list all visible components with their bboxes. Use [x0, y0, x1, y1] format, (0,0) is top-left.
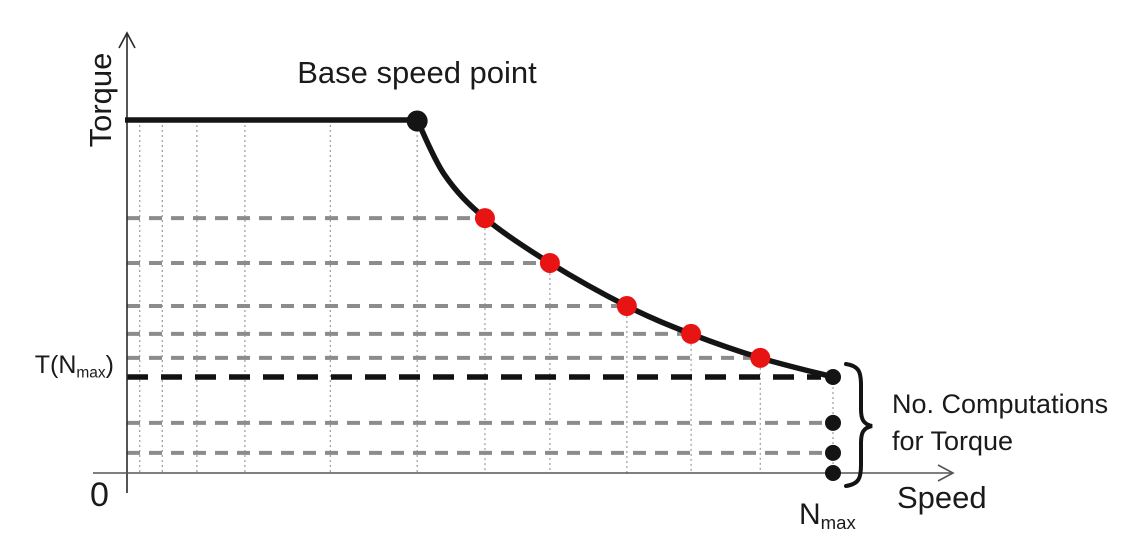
- y-ref-tick-label-sub: max: [76, 364, 106, 382]
- red-computation-point: [681, 323, 702, 344]
- torque-computation-dot: [825, 465, 841, 481]
- torque-computation-dot: [825, 414, 841, 431]
- red-computation-point: [539, 252, 560, 273]
- x-axis-arrowhead: [937, 464, 955, 482]
- y-ref-tick-label-post: ): [105, 351, 114, 379]
- brace: [844, 362, 873, 488]
- y-axis-arrowhead: [118, 31, 136, 49]
- x-max-tick-label: Nmax: [799, 498, 856, 534]
- brace-annotation-line1: No. Computations: [892, 389, 1109, 419]
- x-max-tick-label-base: N: [799, 498, 821, 531]
- brace-annotation: No. Computations for Torque: [892, 386, 1147, 460]
- y-axis-title: Torque: [82, 52, 118, 148]
- y-ref-tick-label-pre: T(N: [34, 351, 77, 379]
- origin-tick-label: 0: [90, 476, 109, 514]
- red-computation-point: [750, 347, 771, 368]
- base-speed-point: [406, 110, 428, 132]
- torque-speed-curve: [414, 117, 836, 380]
- base-speed-annotation: Base speed point: [297, 55, 537, 90]
- x-axis-title: Speed: [897, 480, 987, 515]
- red-computation-point: [474, 208, 495, 229]
- red-computation-point: [616, 296, 637, 317]
- brace-annotation-line2: for Torque: [892, 426, 1014, 456]
- torque-computation-dot: [825, 368, 841, 385]
- x-max-tick-label-sub: max: [820, 512, 856, 534]
- torque-computation-dot: [825, 444, 841, 461]
- y-ref-tick-label: T(Nmax): [34, 351, 114, 382]
